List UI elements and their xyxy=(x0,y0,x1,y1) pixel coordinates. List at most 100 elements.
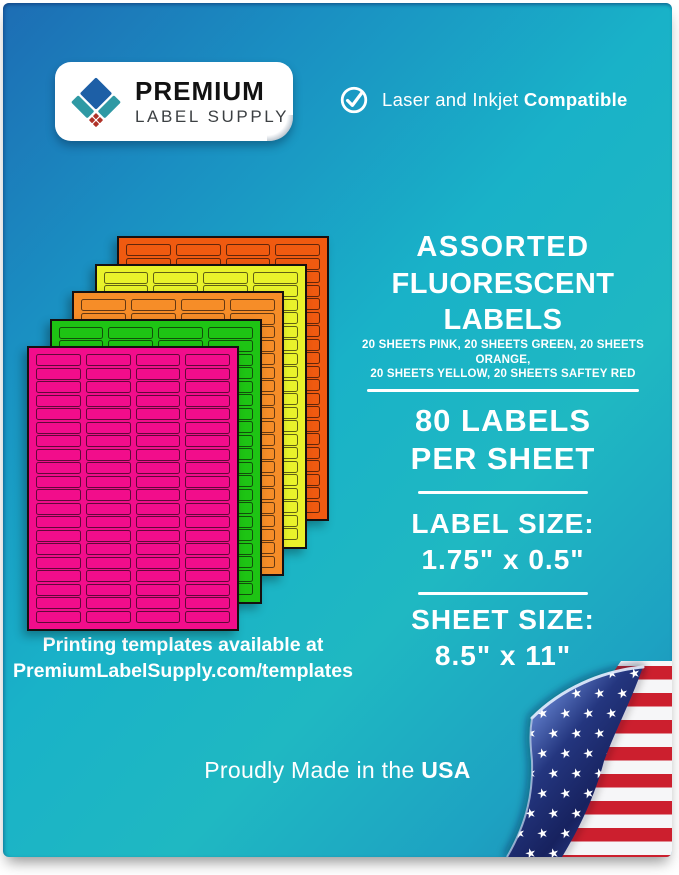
blank-label xyxy=(225,284,271,297)
blank-label xyxy=(36,597,81,610)
blank-label xyxy=(180,312,226,325)
blank-label xyxy=(180,380,226,393)
blank-label xyxy=(130,501,176,514)
blank-label xyxy=(58,448,104,461)
blank-label xyxy=(203,460,248,473)
blank-label xyxy=(130,420,176,433)
blank-label xyxy=(252,528,298,541)
blank-label xyxy=(81,312,126,325)
blank-label xyxy=(180,366,226,379)
blank-label xyxy=(58,502,104,515)
blank-label xyxy=(252,420,298,433)
blank-label xyxy=(126,244,171,257)
blank-label xyxy=(185,489,230,502)
blank-label xyxy=(185,556,230,569)
blank-label xyxy=(185,421,230,434)
blank-label xyxy=(103,393,149,406)
sheet-size-value: 8.5" x 11" xyxy=(434,639,572,671)
blank-label xyxy=(185,354,230,367)
blank-label xyxy=(135,462,181,475)
svg-text:★: ★ xyxy=(592,724,607,742)
blank-label xyxy=(185,462,230,475)
blank-label xyxy=(153,420,198,433)
blank-label xyxy=(81,420,126,433)
blank-label xyxy=(185,570,230,583)
blank-label xyxy=(36,489,81,502)
blank-label xyxy=(225,244,271,257)
product-details: ASSORTED FLUORESCENT LABELS 20 SHEETS PI… xyxy=(350,229,656,674)
blank-label xyxy=(126,352,171,365)
blank-label xyxy=(207,556,253,569)
flag-star-field xyxy=(507,667,643,857)
blank-label xyxy=(103,447,149,460)
blank-label xyxy=(203,406,248,419)
blank-label xyxy=(85,354,131,367)
blank-label xyxy=(252,406,298,419)
blank-label xyxy=(135,354,181,367)
blank-label xyxy=(126,433,171,446)
blank-label xyxy=(153,379,198,392)
blank-label xyxy=(175,406,221,419)
blank-label xyxy=(207,488,253,501)
svg-text:★: ★ xyxy=(627,664,642,682)
footer-regular: Proudly Made in the xyxy=(204,757,415,783)
blank-label xyxy=(81,393,126,406)
blank-label xyxy=(36,610,81,623)
blank-label xyxy=(185,408,230,421)
blank-label xyxy=(185,394,230,407)
blank-label xyxy=(275,406,320,419)
blank-label xyxy=(175,460,221,473)
blank-label xyxy=(225,406,271,419)
blank-label xyxy=(126,298,171,311)
blank-label xyxy=(175,298,221,311)
blank-label xyxy=(158,380,203,393)
blank-label xyxy=(36,543,81,556)
svg-text:★: ★ xyxy=(558,824,573,842)
blank-label xyxy=(85,516,131,529)
blank-label xyxy=(36,529,81,542)
blank-label xyxy=(58,569,104,582)
blank-label xyxy=(135,570,181,583)
blank-label xyxy=(130,434,176,447)
blank-label xyxy=(185,502,230,515)
blank-label xyxy=(275,473,320,486)
blank-label xyxy=(108,529,153,542)
blank-label xyxy=(153,298,198,311)
blank-label xyxy=(252,312,298,325)
blank-label xyxy=(58,515,104,528)
compatibility-text-regular: Laser and Inkjet xyxy=(382,89,519,110)
blank-label xyxy=(185,435,230,448)
blank-label xyxy=(275,419,320,432)
blank-label xyxy=(58,475,104,488)
blank-label xyxy=(135,367,181,380)
blank-label xyxy=(225,419,271,432)
blank-label xyxy=(130,488,176,501)
blank-label xyxy=(225,352,271,365)
blank-label xyxy=(81,434,126,447)
blank-label xyxy=(207,448,253,461)
blank-label xyxy=(85,408,131,421)
blank-label xyxy=(58,461,104,474)
blank-label xyxy=(130,542,176,555)
blank-label xyxy=(180,555,226,568)
brand-subname: LABEL SUPPLY xyxy=(135,107,290,126)
blank-label xyxy=(36,408,81,421)
blank-label xyxy=(58,394,104,407)
blank-label xyxy=(203,271,248,284)
blank-label xyxy=(36,516,81,529)
blank-label xyxy=(81,326,126,339)
blank-label xyxy=(158,353,203,366)
blank-label xyxy=(58,407,104,420)
blank-label xyxy=(126,365,171,378)
svg-text:★: ★ xyxy=(615,684,630,702)
blank-label xyxy=(108,502,153,515)
blank-label xyxy=(108,475,153,488)
blank-label xyxy=(58,583,104,596)
blank-label xyxy=(81,461,126,474)
blank-label xyxy=(103,285,149,298)
blank-label xyxy=(126,392,171,405)
blank-label xyxy=(135,529,181,542)
blank-label xyxy=(58,367,104,380)
blank-label xyxy=(135,421,181,434)
templates-note-line1: Printing templates available at xyxy=(42,634,324,656)
